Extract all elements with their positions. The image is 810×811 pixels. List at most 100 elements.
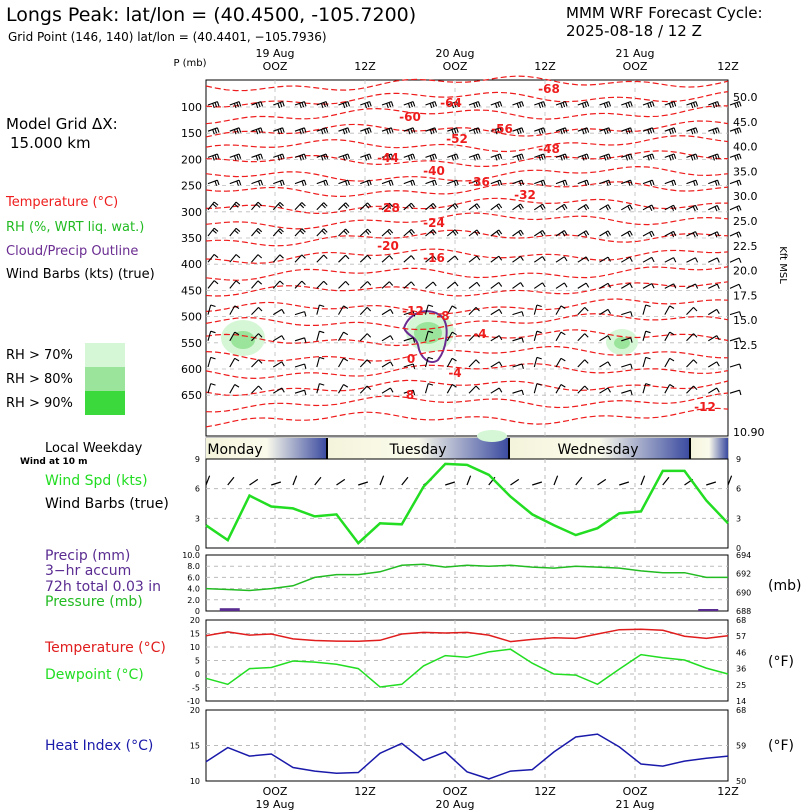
bottom-time-label: 12Z — [354, 785, 376, 798]
weekday-segment — [690, 438, 728, 459]
wind-barb — [425, 127, 438, 135]
wind-barb — [664, 305, 675, 315]
wind-barb — [381, 308, 394, 316]
wind-barb — [599, 335, 611, 342]
wind-barb — [555, 384, 566, 394]
wind-barb — [381, 361, 394, 368]
wind-barb — [446, 331, 457, 342]
wind-barb — [533, 383, 542, 394]
legend-rh80-label: RH > 80% — [6, 372, 73, 387]
temperature-contour-label: 0 — [407, 352, 415, 366]
wind-barb — [207, 383, 216, 394]
wind-barb — [490, 387, 503, 394]
wind-barb — [642, 304, 651, 315]
wind-barb — [251, 359, 263, 368]
wind-barb — [490, 127, 503, 135]
temperature-contour-label: -28 — [378, 201, 400, 215]
wind-barb — [555, 127, 568, 135]
wind-barb — [577, 179, 590, 186]
wind-panel-left-tick: 0 — [195, 544, 200, 553]
wind-barb — [599, 127, 612, 135]
pressure-line — [205, 563, 728, 592]
wind-barb — [273, 179, 285, 186]
wind-barb — [316, 280, 328, 289]
wind-barb — [251, 227, 263, 237]
wind-barb — [686, 101, 699, 109]
wind-barb — [490, 361, 503, 368]
wind-barb — [403, 255, 415, 263]
temp-panel-left-tick: -5 — [192, 684, 200, 693]
wind-barb — [577, 307, 589, 315]
wind-barb — [207, 153, 220, 161]
wind-barb — [729, 205, 742, 212]
temperature-contour-label: -4 — [448, 366, 461, 380]
wind-barb — [664, 283, 677, 289]
wind-barb — [577, 385, 589, 394]
wind-barb — [207, 330, 216, 341]
pressure-tick-label: 650 — [181, 389, 202, 402]
wind-barb — [468, 307, 480, 315]
wind-panel-left-tick: 6 — [195, 485, 200, 494]
wind-barb — [621, 311, 633, 317]
wind-barb — [686, 127, 699, 135]
temperature-contour-label: -12 — [402, 304, 424, 318]
wind-barb — [490, 179, 503, 186]
wind-barb — [642, 230, 655, 238]
wind-barb — [664, 230, 677, 238]
wind-barb — [316, 179, 329, 186]
legend-temperature: Temperature (°C) — [6, 195, 119, 210]
pressure-tick-label: 150 — [181, 127, 202, 140]
wind-barb — [534, 179, 546, 186]
wind-barb — [577, 204, 590, 211]
wind-barb — [251, 153, 264, 161]
wind-barb — [294, 280, 306, 289]
grid-dx-value: 15.000 km — [10, 134, 91, 152]
kft-tick-label: 45.0 — [733, 116, 758, 129]
wind-barb — [555, 282, 568, 289]
wind-barb — [251, 254, 263, 263]
wind-barb — [251, 385, 263, 394]
wind-barb — [664, 153, 677, 161]
grid-point-subtitle: Grid Point (146, 140) lat/lon = (40.4401… — [8, 30, 327, 44]
wind-barb — [229, 153, 242, 161]
wind-barb — [708, 308, 720, 316]
wind-barb — [273, 361, 285, 368]
surface-wind-barb — [619, 481, 630, 486]
wind-barb — [729, 337, 742, 343]
wind-barb — [599, 308, 611, 316]
wind-barb — [316, 153, 329, 161]
wind-barb — [468, 333, 480, 342]
surface-wind-barb — [662, 476, 670, 486]
wind-barb — [599, 256, 611, 263]
bottom-date-label: 21 Aug — [616, 798, 655, 811]
wind-barb — [359, 333, 372, 342]
wind-barb — [512, 101, 525, 109]
surface-wind-barb — [379, 475, 385, 486]
pressure-panel-left-tick: 8.0 — [187, 562, 200, 571]
pressure-label: Pressure (mb) — [45, 594, 143, 610]
temp-panel-left-tick: -10 — [187, 697, 200, 706]
wind-barb — [381, 202, 394, 211]
top-time-label: 12Z — [717, 60, 739, 73]
wind-barb — [533, 203, 546, 211]
wind-barb — [729, 389, 742, 396]
wind-barb — [686, 231, 699, 238]
kft-tick-label: 50.0 — [733, 91, 758, 104]
wind-barb — [533, 282, 546, 289]
top-date-label: 21 Aug — [616, 47, 655, 60]
wind-barb — [447, 153, 459, 161]
wind-barb — [577, 230, 590, 237]
wind-barb — [381, 228, 394, 237]
pressure-tick-label: 450 — [181, 284, 202, 297]
wind-barb — [229, 127, 242, 135]
wind-barb — [708, 153, 720, 161]
top-date-label: 20 Aug — [436, 47, 475, 60]
top-time-label: OOZ — [623, 60, 648, 73]
surface-wind-barb — [271, 481, 282, 486]
wind-barb — [621, 256, 633, 263]
wind-barb — [533, 256, 546, 263]
wind-barb — [294, 153, 307, 161]
wind-barb — [621, 363, 633, 369]
wind-barb — [251, 101, 264, 109]
legend-rh90-label: RH > 90% — [6, 396, 73, 411]
